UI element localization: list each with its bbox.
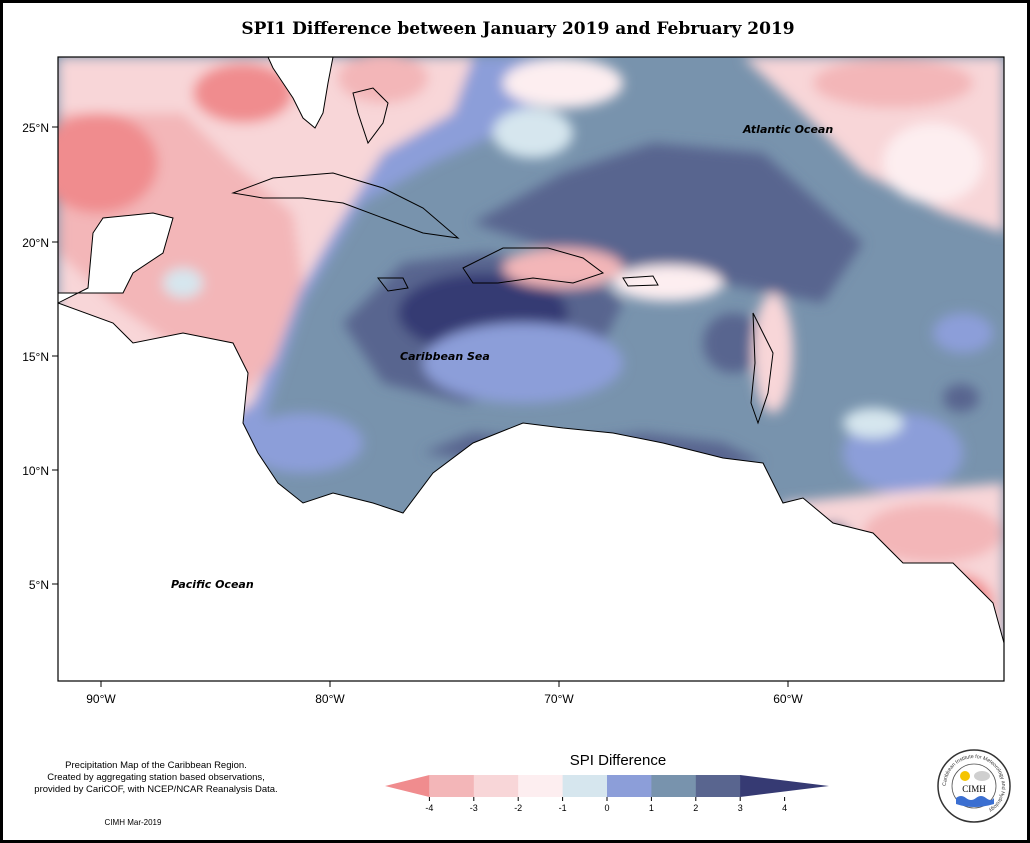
legend-swatch [473, 775, 519, 797]
lon-axis: 90°W 80°W 70°W 60°W [86, 681, 803, 706]
legend-swatch [562, 775, 608, 797]
info-line: provided by CariCOF, with NCEP/NCAR Rean… [34, 784, 278, 795]
sun-icon [960, 771, 970, 781]
legend-swatch [429, 775, 475, 797]
lat-tick-label: 15°N [22, 350, 49, 364]
legend-swatch [740, 775, 829, 797]
legend-tick-label: 4 [782, 803, 787, 813]
credit-text: CIMH Mar-2019 [104, 818, 162, 827]
legend-swatch [518, 775, 564, 797]
info-line: Created by aggregating station based obs… [47, 772, 265, 783]
lon-tick-label: 90°W [86, 692, 116, 706]
label-pacific-ocean: Pacific Ocean [171, 578, 254, 591]
lat-tick-label: 20°N [22, 236, 49, 250]
info-text: Precipitation Map of the Caribbean Regio… [11, 760, 301, 796]
legend-swatch [607, 775, 652, 797]
land-masses [58, 57, 1004, 681]
island-outlines [231, 87, 774, 425]
cimh-logo: Caribbean Institute for Meteorology and … [937, 749, 1011, 823]
lat-tick-label: 25°N [22, 121, 49, 135]
legend-tick-label: 1 [649, 803, 654, 813]
lon-tick-label: 60°W [773, 692, 803, 706]
legend-swatch [385, 775, 430, 797]
info-line: Precipitation Map of the Caribbean Regio… [65, 760, 247, 771]
legend-tick-label: -4 [425, 803, 433, 813]
lon-tick-label: 80°W [315, 692, 345, 706]
legend-swatch [651, 775, 697, 797]
label-atlantic-ocean: Atlantic Ocean [742, 123, 833, 136]
legend-swatch [695, 775, 741, 797]
lat-tick-label: 5°N [29, 578, 49, 592]
map-canvas: 25°N 20°N 15°N 10°N 5°N 90°W 80°W 70°W 6… [22, 56, 1005, 813]
label-caribbean-sea: Caribbean Sea [400, 350, 490, 363]
lat-axis: 25°N 20°N 15°N 10°N 5°N [22, 121, 58, 592]
legend-tick-label: -2 [514, 803, 522, 813]
lon-tick-label: 70°W [544, 692, 574, 706]
legend-tick-label: 3 [738, 803, 743, 813]
map-title: SPI1 Difference between January 2019 and… [241, 19, 795, 39]
spi-field [58, 57, 1004, 681]
legend-colorbar: -4 -3 -2 -1 0 1 2 3 4 [385, 775, 829, 813]
lat-tick-label: 10°N [22, 464, 49, 478]
legend-tick-label: 0 [604, 803, 609, 813]
legend-tick-label: -1 [559, 803, 567, 813]
legend-tick-label: 2 [693, 803, 698, 813]
logo-name: CIMH [962, 784, 986, 794]
cloud-icon [974, 771, 990, 781]
legend-tick-label: -3 [470, 803, 478, 813]
legend-title: SPI Difference [569, 752, 667, 769]
map-frame [57, 56, 1005, 682]
wave-icon [956, 796, 994, 807]
